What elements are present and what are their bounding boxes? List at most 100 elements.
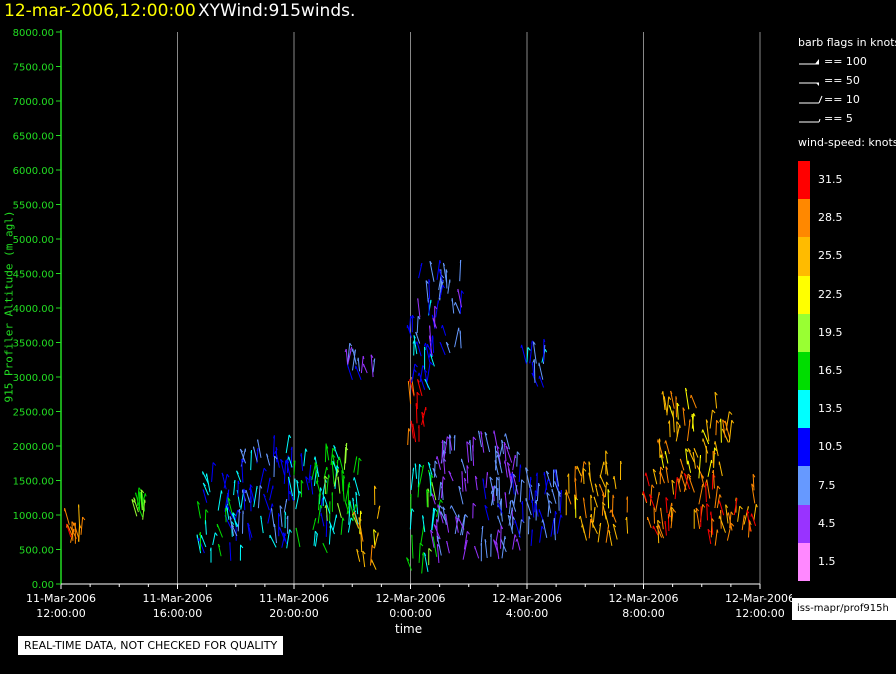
wind-barb [250,450,252,471]
wind-barb-flag [442,506,446,511]
wind-barb-flag [417,372,420,376]
wind-barb [459,259,462,282]
wind-barb-flag [410,315,414,320]
wind-barb [370,544,373,566]
wind-barb-flag [527,347,531,351]
wind-barb-flag [318,493,320,497]
wind-barb-flag [735,497,737,501]
wind-barb-flag [345,446,349,451]
wind-barb-flag [295,527,298,531]
wind-barb-flag [426,489,430,493]
wind-barb-flag [212,462,217,466]
wind-barb-flag [746,510,750,514]
wind-barb-flag [724,420,727,425]
wind-barb-flag [449,434,452,438]
wind-barb [712,469,715,489]
barb-flag-5-icon [799,118,821,123]
wind-barb-flag [496,454,499,458]
wind-barb [409,508,413,530]
wind-barb-flag [214,532,218,536]
wind-barb-flag [227,489,230,493]
wind-barb-flag [231,523,235,528]
wind-barb-flag [273,435,275,439]
wind-barb-flag [506,462,511,466]
wind-barb-flag [520,344,523,348]
wind-barb [415,403,418,424]
wind-barb [232,512,237,528]
wind-barb [683,473,691,490]
wind-barb-flag [449,505,452,509]
wind-barb [748,521,750,538]
wind-barb-flag [337,503,339,507]
wind-barb-flag [489,476,493,481]
wind-barb [239,448,247,464]
wind-barb [245,489,251,503]
wind-barb-flag [260,515,262,520]
wind-barb-flag [434,508,438,512]
wind-barb-flag [677,478,679,482]
wind-barb-flag [440,511,443,515]
wind-barb-flag [455,516,459,520]
wind-barb-flag [503,442,507,446]
wind-barb-flag [707,528,711,533]
wind-barb-flag [515,538,518,542]
wind-barb-flag [421,411,425,416]
wind-barb [534,490,536,513]
x-tick-label-time: 8:00:00 [622,607,664,620]
wind-barb [431,482,437,501]
colorbar-label: 10.5 [818,440,843,454]
wind-barb-flag [541,519,544,523]
wind-barb [528,476,532,501]
wind-barb-flag [349,342,353,347]
wind-barb-flag [705,479,708,483]
wind-barb-flag [663,396,665,400]
wind-barb [303,448,307,467]
wind-barb [746,510,751,532]
wind-barb [340,517,344,535]
wind-barb-flag [423,552,427,556]
wind-barb [474,475,478,491]
wind-barb-flag [512,516,516,520]
wind-barb-flag [541,525,545,530]
wind-barb [293,460,296,476]
wind-barb-flag [300,480,304,484]
wind-barb [229,516,235,536]
wind-barb-flag [273,523,276,528]
wind-barb [425,280,429,303]
wind-barb-flag [440,481,443,486]
wind-barb [417,298,421,318]
wind-barb-flag [482,478,485,482]
wind-barb-flag [466,539,468,544]
wind-barb [441,439,444,464]
wind-barb-flag [358,517,362,521]
wind-barb [678,470,683,485]
wind-barb-flag [463,514,466,519]
wind-barb [417,379,423,397]
wind-barb [602,502,607,520]
colorbar-label: 4.5 [818,516,836,530]
wind-barb [722,419,726,438]
wind-barb [426,489,428,508]
wind-barb-flag [271,508,273,512]
wind-barb [667,502,673,519]
wind-barb [706,479,711,499]
wind-barb-flag [719,418,722,422]
wind-barb-flag [358,457,362,462]
wind-barb [711,474,714,490]
wind-barb-flag [419,463,422,468]
wind-barb [419,465,424,485]
wind-barb-flag [140,489,145,494]
wind-barb [496,445,502,465]
wind-barb-flag [232,512,236,516]
wind-barb-flag [504,492,507,496]
wind-barb-flag [466,465,469,469]
wind-barb-flag [507,468,510,472]
wind-barb-flag [607,489,610,493]
wind-barb-flag [205,509,209,513]
wind-barb-flag [531,499,533,503]
colorbar-label: 16.5 [818,364,843,377]
wind-barb-flag [331,462,334,466]
wind-barb-flag [494,485,497,489]
wind-barb-flag [535,472,538,476]
y-tick-label: 1500.00 [13,477,54,488]
